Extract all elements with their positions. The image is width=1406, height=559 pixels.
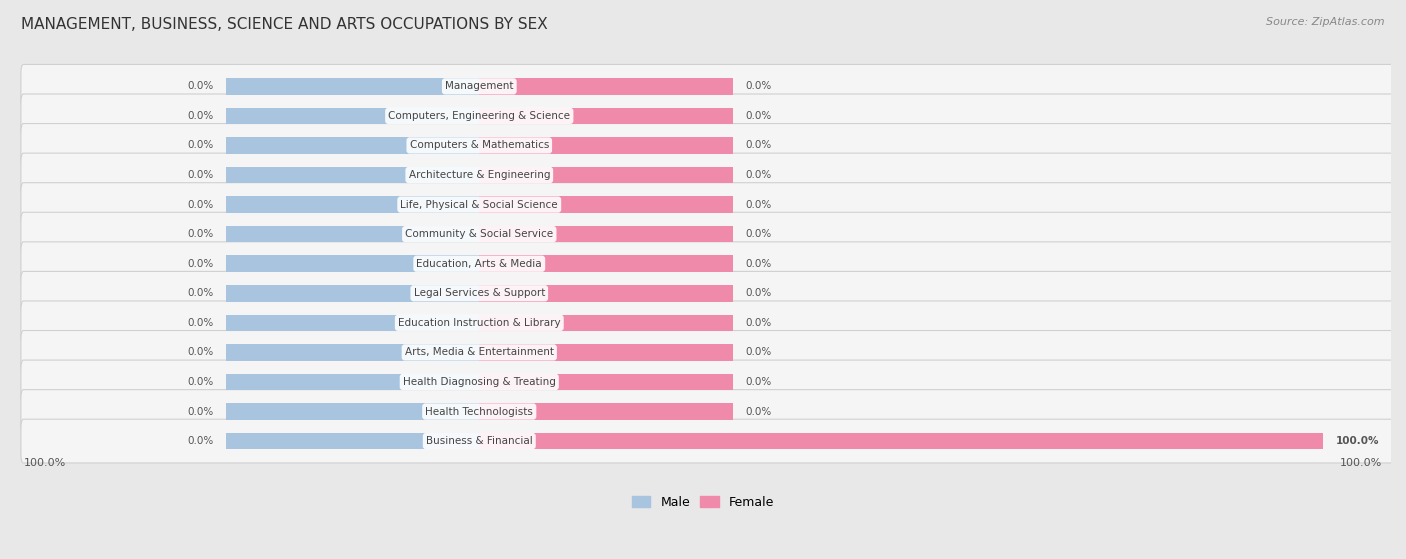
Bar bbox=[226, 255, 479, 272]
Text: 0.0%: 0.0% bbox=[187, 318, 214, 328]
Text: 0.0%: 0.0% bbox=[745, 259, 772, 269]
Bar bbox=[226, 108, 479, 124]
Bar bbox=[226, 226, 479, 243]
FancyBboxPatch shape bbox=[21, 183, 1393, 226]
Text: Education, Arts & Media: Education, Arts & Media bbox=[416, 259, 543, 269]
FancyBboxPatch shape bbox=[21, 242, 1393, 286]
Bar bbox=[479, 137, 733, 154]
Text: 100.0%: 100.0% bbox=[24, 458, 66, 468]
Bar bbox=[226, 373, 479, 390]
Text: 0.0%: 0.0% bbox=[187, 436, 214, 446]
FancyBboxPatch shape bbox=[21, 419, 1393, 463]
Text: 0.0%: 0.0% bbox=[745, 288, 772, 299]
Bar bbox=[479, 344, 733, 361]
Bar bbox=[479, 108, 733, 124]
Bar bbox=[479, 255, 733, 272]
Text: Health Diagnosing & Treating: Health Diagnosing & Treating bbox=[404, 377, 555, 387]
Text: 0.0%: 0.0% bbox=[187, 259, 214, 269]
Bar bbox=[479, 196, 733, 213]
Bar bbox=[226, 196, 479, 213]
Bar bbox=[479, 373, 733, 390]
Text: 0.0%: 0.0% bbox=[745, 200, 772, 210]
FancyBboxPatch shape bbox=[21, 94, 1393, 138]
FancyBboxPatch shape bbox=[21, 390, 1393, 433]
Text: Community & Social Service: Community & Social Service bbox=[405, 229, 554, 239]
Text: 0.0%: 0.0% bbox=[187, 170, 214, 180]
Text: 0.0%: 0.0% bbox=[745, 377, 772, 387]
Text: 0.0%: 0.0% bbox=[187, 406, 214, 416]
Text: Source: ZipAtlas.com: Source: ZipAtlas.com bbox=[1267, 17, 1385, 27]
Text: 0.0%: 0.0% bbox=[187, 200, 214, 210]
Text: Architecture & Engineering: Architecture & Engineering bbox=[409, 170, 550, 180]
Bar bbox=[226, 315, 479, 331]
Text: 0.0%: 0.0% bbox=[745, 140, 772, 150]
Text: 0.0%: 0.0% bbox=[745, 318, 772, 328]
Bar bbox=[479, 403, 733, 420]
Text: Management: Management bbox=[446, 81, 513, 91]
Text: 0.0%: 0.0% bbox=[745, 111, 772, 121]
Text: 0.0%: 0.0% bbox=[187, 140, 214, 150]
FancyBboxPatch shape bbox=[21, 271, 1393, 315]
FancyBboxPatch shape bbox=[21, 330, 1393, 375]
Text: MANAGEMENT, BUSINESS, SCIENCE AND ARTS OCCUPATIONS BY SEX: MANAGEMENT, BUSINESS, SCIENCE AND ARTS O… bbox=[21, 17, 548, 32]
Bar bbox=[226, 78, 479, 94]
Bar bbox=[479, 285, 733, 301]
Text: 0.0%: 0.0% bbox=[745, 347, 772, 357]
FancyBboxPatch shape bbox=[21, 153, 1393, 197]
Text: 0.0%: 0.0% bbox=[187, 229, 214, 239]
FancyBboxPatch shape bbox=[21, 212, 1393, 256]
Bar bbox=[479, 78, 733, 94]
Text: 0.0%: 0.0% bbox=[187, 377, 214, 387]
Legend: Male, Female: Male, Female bbox=[627, 491, 779, 514]
FancyBboxPatch shape bbox=[21, 301, 1393, 345]
Bar bbox=[226, 433, 479, 449]
Text: 0.0%: 0.0% bbox=[745, 229, 772, 239]
Bar bbox=[226, 167, 479, 183]
Text: 0.0%: 0.0% bbox=[745, 81, 772, 91]
Bar bbox=[479, 226, 733, 243]
Text: 0.0%: 0.0% bbox=[745, 170, 772, 180]
Bar bbox=[226, 285, 479, 301]
Text: 0.0%: 0.0% bbox=[187, 347, 214, 357]
Text: 100.0%: 100.0% bbox=[1336, 436, 1379, 446]
FancyBboxPatch shape bbox=[21, 360, 1393, 404]
Text: Health Technologists: Health Technologists bbox=[426, 406, 533, 416]
Bar bbox=[479, 433, 1323, 449]
Text: Business & Financial: Business & Financial bbox=[426, 436, 533, 446]
Bar bbox=[226, 137, 479, 154]
Text: 0.0%: 0.0% bbox=[187, 111, 214, 121]
FancyBboxPatch shape bbox=[21, 64, 1393, 108]
Bar bbox=[479, 167, 733, 183]
Text: Computers & Mathematics: Computers & Mathematics bbox=[409, 140, 548, 150]
FancyBboxPatch shape bbox=[21, 124, 1393, 167]
Text: Life, Physical & Social Science: Life, Physical & Social Science bbox=[401, 200, 558, 210]
Bar bbox=[226, 344, 479, 361]
Text: Arts, Media & Entertainment: Arts, Media & Entertainment bbox=[405, 347, 554, 357]
Text: 100.0%: 100.0% bbox=[1340, 458, 1382, 468]
Text: 0.0%: 0.0% bbox=[187, 81, 214, 91]
Text: Computers, Engineering & Science: Computers, Engineering & Science bbox=[388, 111, 571, 121]
Text: 0.0%: 0.0% bbox=[187, 288, 214, 299]
Bar bbox=[479, 315, 733, 331]
Text: Legal Services & Support: Legal Services & Support bbox=[413, 288, 546, 299]
Text: Education Instruction & Library: Education Instruction & Library bbox=[398, 318, 561, 328]
Bar bbox=[226, 403, 479, 420]
Text: 0.0%: 0.0% bbox=[745, 406, 772, 416]
